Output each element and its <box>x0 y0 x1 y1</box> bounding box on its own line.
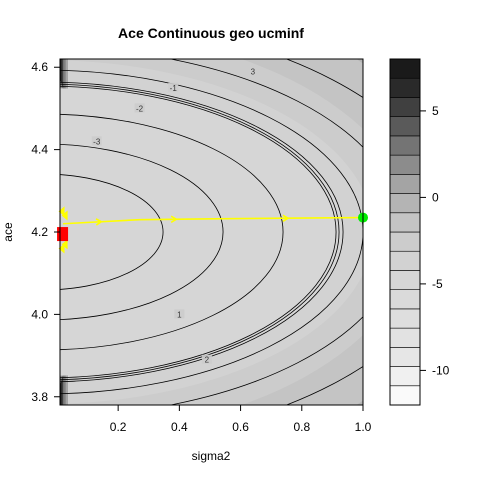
legend-swatch <box>390 174 420 193</box>
legend-swatch <box>390 97 420 116</box>
legend-tick-label: -5 <box>432 277 443 291</box>
color-scale-legend: 5 0 -5 -10 <box>390 59 450 405</box>
legend-tick-label: -10 <box>432 363 450 377</box>
contour-label: -3 <box>93 137 101 146</box>
legend-swatch <box>390 117 420 136</box>
contour-label: -1 <box>170 84 178 93</box>
legend-swatch <box>390 78 420 97</box>
end-marker <box>57 227 68 241</box>
legend-swatch <box>390 251 420 270</box>
y-tick-label: 4.0 <box>31 307 48 321</box>
legend-tick-label: 0 <box>432 190 439 204</box>
legend-swatch <box>390 328 420 347</box>
legend-swatch <box>390 386 420 405</box>
contour-label: 2 <box>205 356 210 365</box>
y-tick-label: 4.2 <box>31 225 48 239</box>
legend-swatch <box>390 309 420 328</box>
y-tick-label: 3.8 <box>31 390 48 404</box>
legend-swatch <box>390 347 420 366</box>
legend-swatch <box>390 59 420 78</box>
contour-label: 1 <box>177 310 182 319</box>
contour-label: 3 <box>251 67 256 76</box>
x-tick-label: 0.4 <box>171 420 188 434</box>
legend-tick-label: 5 <box>432 104 439 118</box>
legend-swatch <box>390 194 420 213</box>
legend-swatch <box>390 290 420 309</box>
legend-swatch <box>390 136 420 155</box>
y-tick-label: 4.4 <box>31 143 48 157</box>
chart-title: Ace Continuous geo ucminf <box>118 25 304 41</box>
x-axis-label: sigma2 <box>192 449 231 463</box>
contour-label: -2 <box>136 104 144 113</box>
y-axis-label: ace <box>1 222 15 242</box>
x-tick-label: 0.6 <box>232 420 249 434</box>
legend-swatch <box>390 232 420 251</box>
legend-swatch <box>390 213 420 232</box>
x-tick-label: 1.0 <box>355 420 372 434</box>
legend-swatch <box>390 270 420 289</box>
x-tick-label: 0.8 <box>293 420 310 434</box>
legend-swatch <box>390 155 420 174</box>
y-tick-label: 4.6 <box>31 60 48 74</box>
x-tick-label: 0.2 <box>110 420 127 434</box>
legend-swatch <box>390 367 420 386</box>
